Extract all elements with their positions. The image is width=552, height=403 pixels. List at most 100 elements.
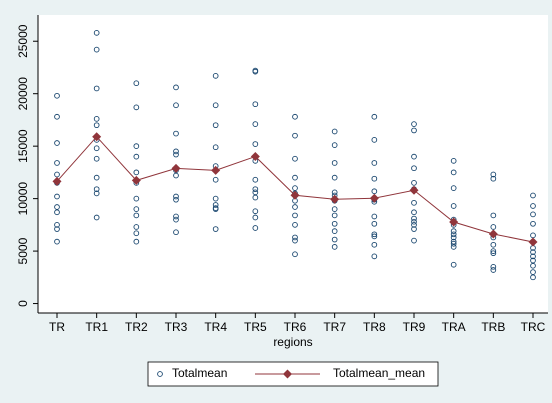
point [530, 262, 536, 269]
x-tick-label: TRA [442, 320, 466, 334]
point [331, 189, 338, 196]
point [133, 238, 140, 245]
point [93, 190, 100, 197]
point [93, 85, 100, 92]
point [54, 160, 60, 166]
legend-label: Totalmean_mean [333, 366, 425, 380]
mean-marker [131, 175, 141, 185]
point [371, 220, 378, 227]
point [490, 248, 497, 254]
point [292, 132, 298, 139]
point [490, 175, 497, 182]
point [252, 208, 259, 215]
y-tick-label: 10000 [16, 182, 30, 216]
point [252, 176, 259, 183]
point [371, 188, 378, 195]
mean-marker [92, 132, 102, 142]
point [371, 213, 378, 220]
x-tick-label: TR8 [363, 320, 386, 334]
point [530, 203, 536, 209]
point [331, 174, 338, 181]
y-tick-label: 0 [16, 300, 30, 307]
legend-symbol [157, 371, 163, 377]
x-axis-title: regions [273, 335, 312, 349]
point [371, 231, 378, 238]
point [212, 202, 219, 208]
point [411, 218, 417, 225]
point [93, 174, 100, 181]
point [212, 195, 219, 202]
point [252, 141, 259, 147]
point [292, 234, 298, 241]
point [530, 220, 536, 227]
point [54, 238, 60, 245]
point [173, 151, 179, 158]
point [54, 222, 60, 228]
point [252, 68, 259, 75]
point [93, 155, 100, 162]
point [252, 225, 259, 231]
point [490, 250, 497, 257]
x-tick-label: TR [49, 320, 65, 334]
point [371, 241, 378, 248]
point [173, 216, 179, 223]
point [292, 237, 298, 244]
point [292, 212, 298, 219]
point [530, 274, 536, 281]
point [411, 226, 417, 232]
mean-marker [330, 194, 340, 204]
point [331, 128, 338, 135]
point [530, 192, 536, 199]
point [331, 236, 338, 243]
point [490, 171, 497, 178]
point [490, 212, 497, 219]
point [411, 222, 417, 228]
x-tick-label: TRC [521, 320, 546, 334]
point [331, 220, 338, 227]
point [450, 169, 457, 176]
x-tick-label: TR1 [85, 320, 108, 334]
x-tick-label: TR7 [323, 320, 346, 334]
y-tick-label: 20000 [16, 77, 30, 111]
legend-label: Totalmean [172, 366, 227, 380]
point [133, 224, 140, 230]
point [450, 231, 457, 238]
mean-marker [52, 176, 62, 186]
point [54, 113, 60, 120]
point [530, 249, 536, 255]
x-tick-label: TR9 [403, 320, 426, 334]
point [450, 240, 457, 247]
point [54, 193, 60, 200]
point [173, 193, 179, 200]
mean-marker [369, 193, 379, 203]
point [530, 211, 536, 218]
point [252, 186, 259, 193]
point [411, 209, 417, 216]
point [93, 46, 100, 53]
point [133, 153, 140, 160]
point [292, 174, 298, 181]
point [133, 169, 140, 176]
point [93, 186, 100, 193]
point [133, 230, 140, 237]
point [490, 241, 497, 248]
point [371, 137, 378, 143]
point [490, 224, 497, 230]
point [450, 234, 457, 241]
point [212, 206, 219, 212]
point [212, 102, 219, 109]
point [331, 228, 338, 235]
point [490, 267, 497, 273]
point [252, 121, 259, 127]
point [331, 244, 338, 250]
point [212, 226, 219, 232]
point [371, 113, 378, 120]
point [292, 222, 298, 228]
point [490, 263, 497, 270]
point [133, 104, 140, 111]
point [411, 153, 417, 160]
point [133, 195, 140, 202]
point [93, 122, 100, 129]
point [173, 130, 179, 137]
x-tick-label: TR3 [165, 320, 188, 334]
